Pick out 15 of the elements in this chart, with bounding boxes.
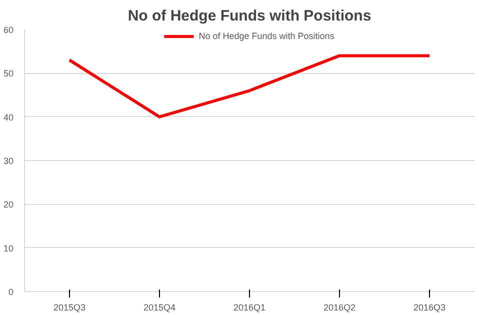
y-tick-label: 40 bbox=[3, 112, 14, 122]
x-tick-label: 2015Q4 bbox=[143, 302, 176, 312]
x-tick-label: 2016Q3 bbox=[413, 302, 446, 312]
x-tick-label: 2015Q3 bbox=[53, 302, 86, 312]
legend-label: No of Hedge Funds with Positions bbox=[198, 31, 334, 41]
y-tick-label: 30 bbox=[3, 156, 14, 166]
y-tick-label: 60 bbox=[3, 25, 14, 35]
y-tick-label: 0 bbox=[8, 287, 14, 297]
y-tick-label: 50 bbox=[3, 68, 14, 79]
y-tick-label: 20 bbox=[3, 200, 14, 210]
y-tick-label: 10 bbox=[3, 243, 14, 254]
x-tick-label: 2016Q1 bbox=[233, 302, 266, 312]
x-tick-label: 2016Q2 bbox=[323, 302, 356, 312]
line-series bbox=[68, 54, 431, 118]
chart-title: No of Hedge Funds with Positions bbox=[128, 8, 372, 24]
